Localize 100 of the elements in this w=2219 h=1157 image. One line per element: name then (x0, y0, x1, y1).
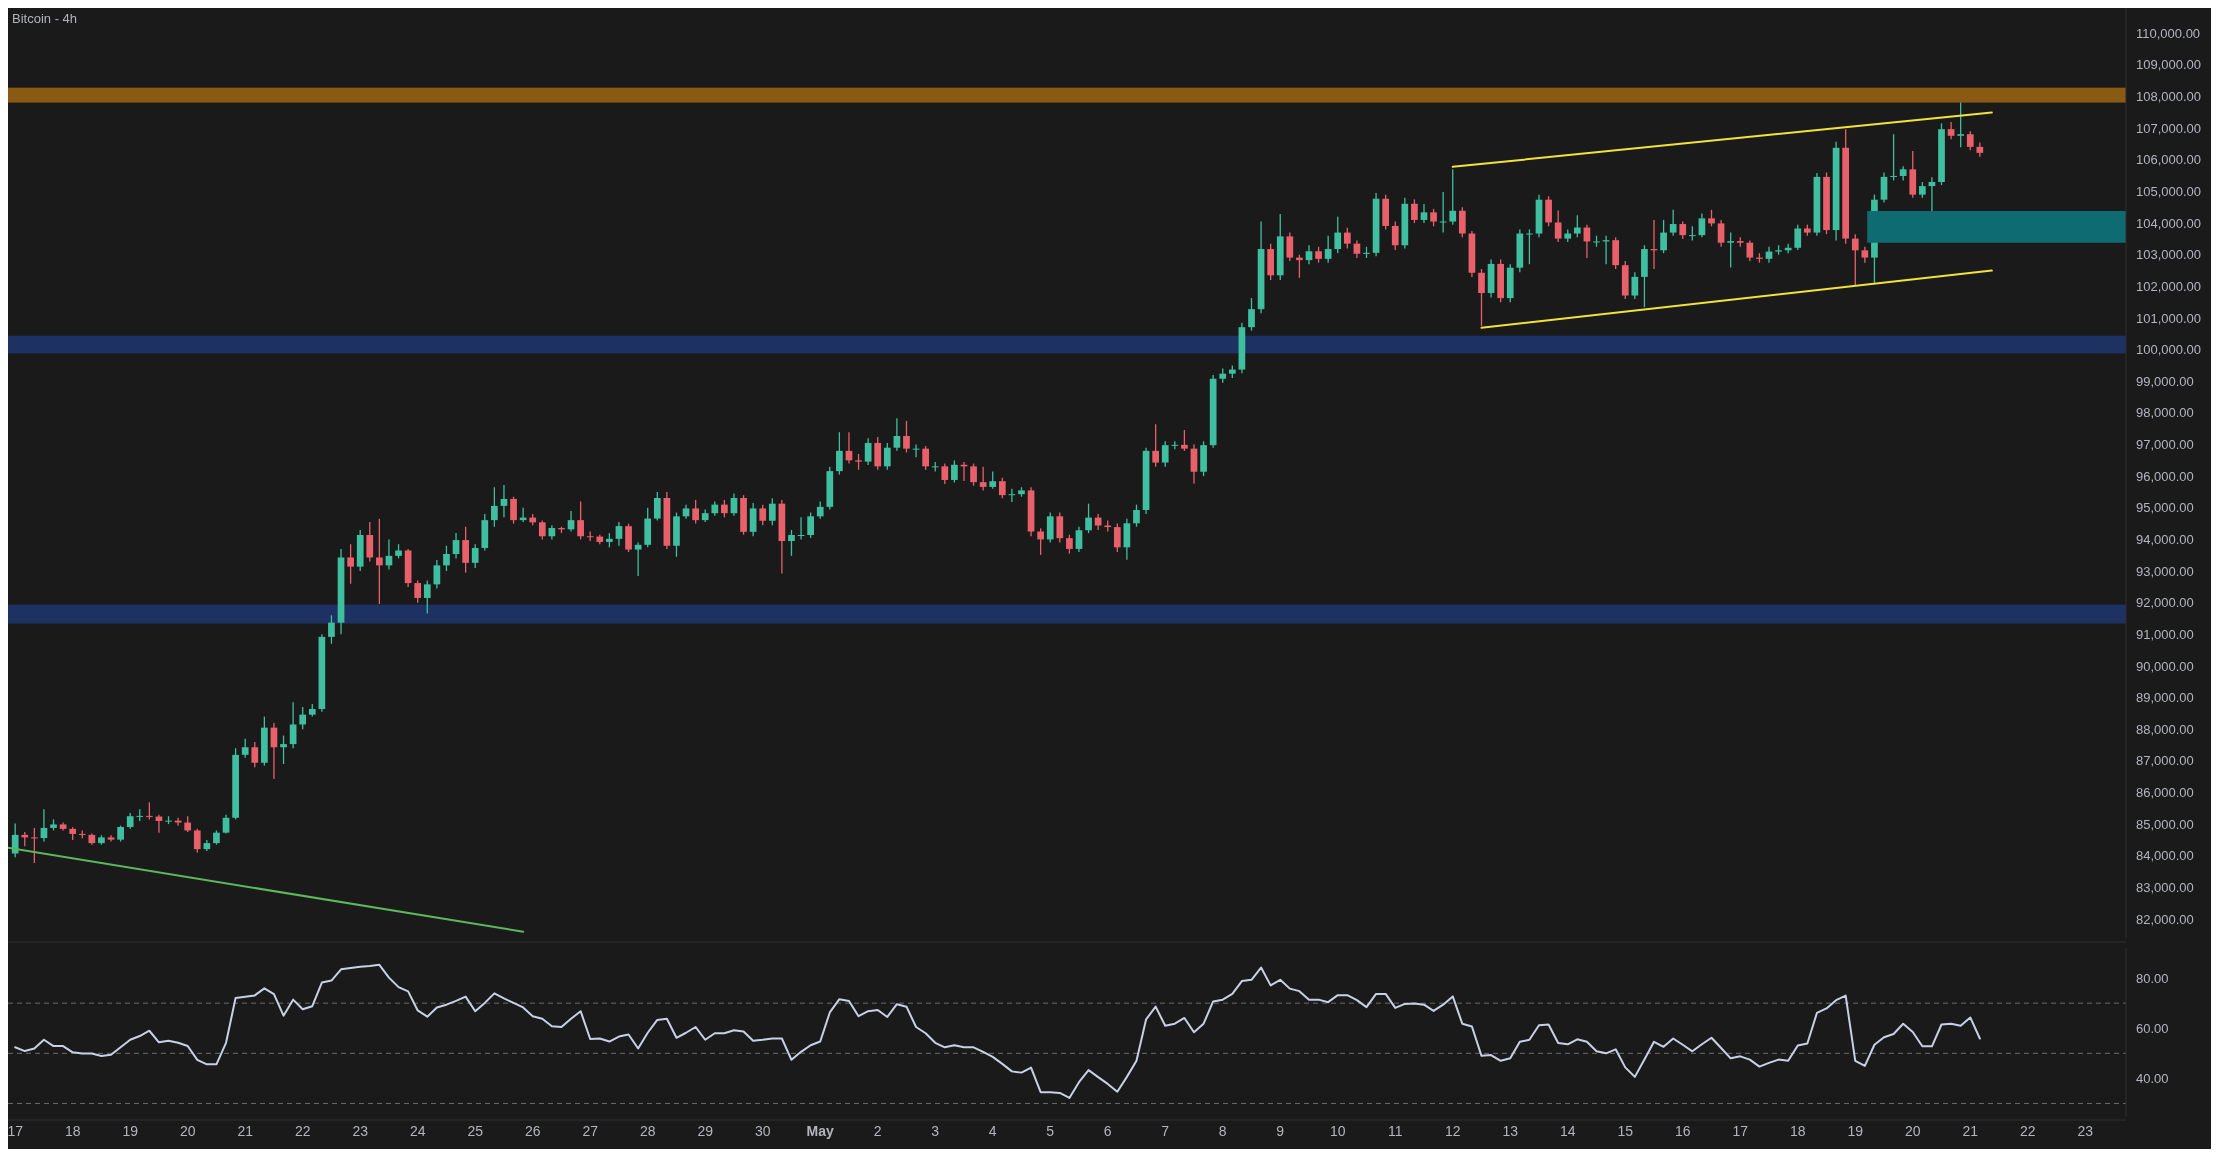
candlestick (222, 813, 230, 835)
y-tick-label: 94,000.00 (2136, 531, 2194, 547)
candlestick (1746, 239, 1754, 262)
candlestick (1113, 522, 1121, 553)
line-series (14, 963, 1981, 1099)
y-tick-label: 95,000.00 (2136, 500, 2194, 516)
x-tick-label: 12 (1444, 1123, 1461, 1139)
x-tick-label: 27 (582, 1123, 599, 1139)
x-tick-label: 18 (64, 1123, 81, 1139)
candlestick (1631, 271, 1639, 300)
y-tick-label: 91,000.00 (2136, 626, 2194, 642)
candlestick (1152, 423, 1160, 468)
candlestick (376, 518, 383, 605)
candlestick (1727, 231, 1735, 269)
candlestick (653, 491, 661, 522)
candlestick (1890, 133, 1897, 182)
x-tick-label: 20 (179, 1123, 196, 1139)
y-tick-label: 103,000.00 (2136, 247, 2202, 263)
y-tick-label: 84,000.00 (2136, 848, 2194, 864)
y-tick-label: 101,000.00 (2136, 310, 2202, 326)
x-tick-label: 15 (1617, 1123, 1634, 1139)
candlestick (625, 522, 632, 553)
candlestick (874, 436, 882, 471)
y-tick-label: 100,000.00 (2136, 342, 2202, 358)
candlestick (1161, 440, 1169, 468)
candlestick (1334, 216, 1342, 254)
x-tick-label: 25 (467, 1123, 484, 1139)
candlestick (443, 545, 450, 572)
candlestick (1286, 231, 1294, 262)
candlestick (1439, 191, 1447, 234)
candlestick (577, 500, 584, 541)
x-tick-label: 20 (1904, 1123, 1921, 1139)
candlestick (1085, 503, 1092, 534)
x-tick-label: 4 (988, 1123, 997, 1139)
candlestick (491, 486, 498, 528)
candlestick (768, 497, 776, 526)
candlestick (1880, 171, 1888, 204)
y-tick-label: 90,000.00 (2136, 658, 2194, 674)
y-tick-label: 93,000.00 (2136, 563, 2194, 579)
candlestick (1066, 534, 1073, 555)
candlestick (1411, 198, 1418, 224)
candlestick (433, 559, 441, 590)
x-tick-label: 2 (873, 1123, 882, 1139)
candlestick (1248, 297, 1255, 332)
x-tick-label: 17 (1732, 1123, 1749, 1139)
candlestick (883, 442, 891, 471)
x-tick-label: 17 (7, 1123, 24, 1139)
candlestick (1545, 195, 1552, 227)
candlestick (1573, 214, 1581, 238)
candlestick (951, 459, 958, 484)
y-tick-label: 92,000.00 (2136, 595, 2194, 611)
candlestick (941, 462, 949, 485)
candlestick (1343, 227, 1351, 250)
y-tick-label: 104,000.00 (2136, 215, 2202, 231)
x-tick-label: 23 (2077, 1123, 2094, 1139)
x-tick-label: 13 (1502, 1123, 1519, 1139)
x-tick-label: 18 (1789, 1123, 1806, 1139)
candlestick (11, 822, 19, 858)
candlestick (1037, 527, 1044, 556)
candlestick (347, 543, 354, 585)
candlestick (452, 532, 460, 560)
candlestick (979, 466, 987, 492)
candlestick (1420, 203, 1428, 224)
x-tick-label: 30 (754, 1123, 771, 1139)
candlestick (414, 579, 422, 604)
candlestick (462, 526, 469, 574)
x-tick-label: 28 (639, 1123, 656, 1139)
candlestick (1794, 224, 1802, 251)
y-tick-label: 98,000.00 (2136, 405, 2194, 421)
x-tick-label: 11 (1387, 1123, 1403, 1139)
y-tick-label: 82,000.00 (2136, 911, 2194, 927)
y-tick-label: 87,000.00 (2136, 753, 2194, 769)
candlestick (788, 529, 795, 557)
candlestick (174, 817, 182, 827)
x-tick-label: 29 (697, 1123, 714, 1139)
x-tick-label: 3 (931, 1123, 940, 1139)
candlestick (289, 701, 297, 749)
candlestick (328, 614, 335, 645)
candlestick (692, 499, 699, 525)
y-tick-label: 108,000.00 (2136, 89, 2202, 105)
candlestick (510, 496, 517, 525)
x-tick-label: 16 (1674, 1123, 1691, 1139)
candlestick (864, 437, 872, 466)
y-tick-label: 105,000.00 (2136, 184, 2202, 200)
x-tick-label: May (806, 1123, 835, 1139)
candlestick (299, 706, 307, 730)
x-tick-label: 19 (1847, 1123, 1864, 1139)
y-tick-label: 99,000.00 (2136, 373, 2194, 389)
candlestick (107, 834, 115, 843)
candlestick (998, 477, 1006, 499)
y-tick-label: 109,000.00 (2136, 57, 2202, 73)
y-tick-label: 86,000.00 (2136, 785, 2194, 801)
candlestick (1526, 228, 1533, 265)
x-tick-label: 23 (352, 1123, 369, 1139)
candlestick (31, 827, 38, 864)
x-tick-label: 9 (1276, 1123, 1285, 1139)
candlestick (893, 417, 901, 452)
x-tick-label: 19 (122, 1123, 139, 1139)
candlestick (280, 734, 287, 765)
candlestick (1717, 219, 1725, 248)
